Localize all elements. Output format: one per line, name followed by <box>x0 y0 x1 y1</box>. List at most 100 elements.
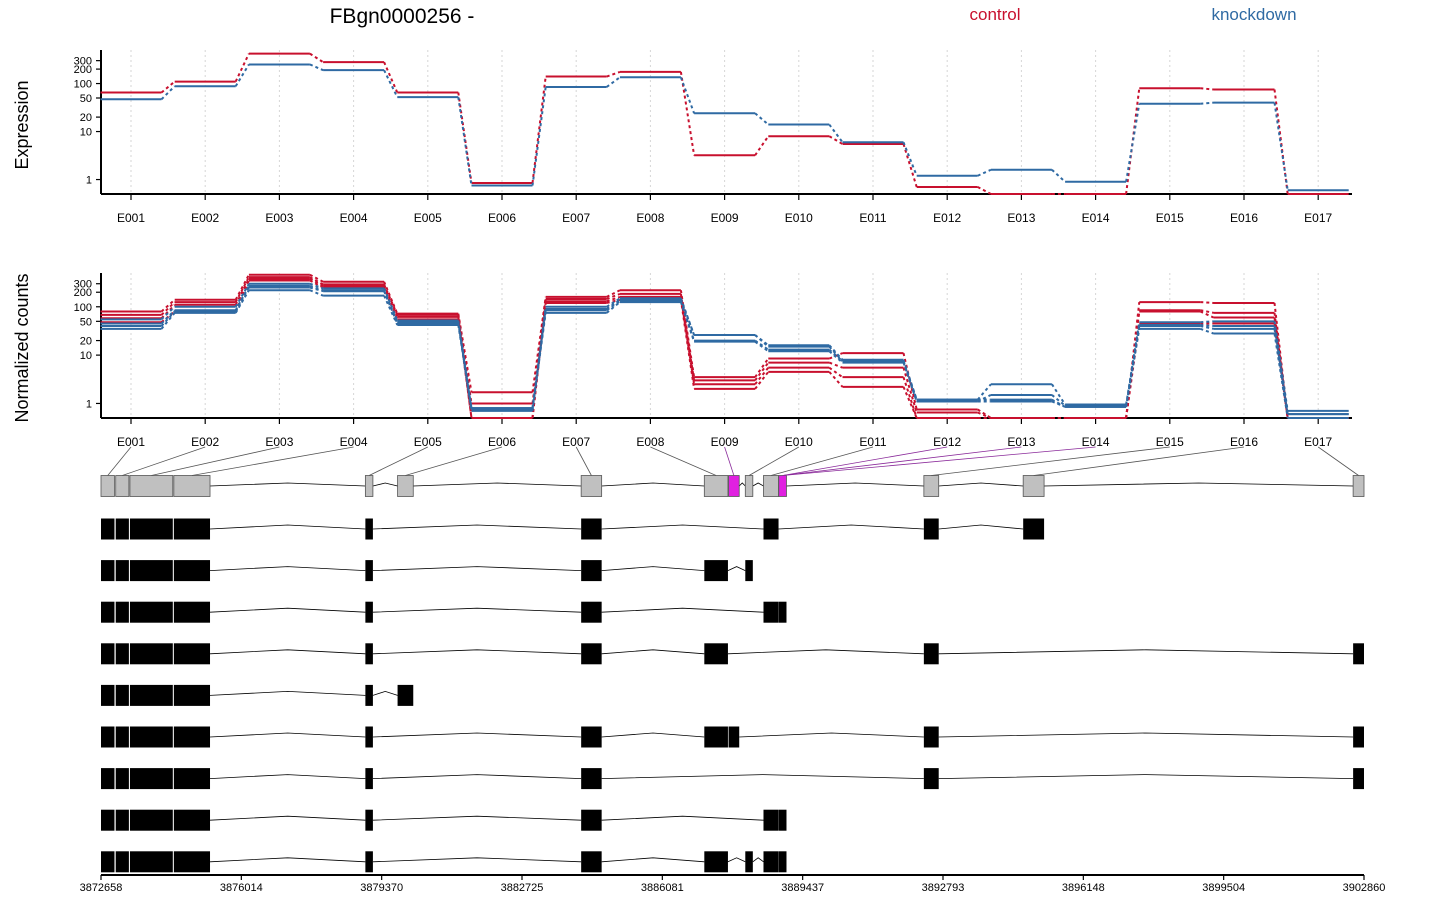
exon-box-E006 <box>397 475 414 497</box>
transcript-intron <box>372 774 582 779</box>
series-connector-knockdown <box>309 284 324 292</box>
transcript-exon <box>778 601 787 623</box>
transcript-exon <box>397 684 414 706</box>
series-connector-knockdown <box>309 282 324 290</box>
series-connector-control <box>902 352 918 410</box>
exon-box-E013 <box>923 475 940 497</box>
transcript-intron <box>372 566 582 571</box>
transcript-exon <box>365 601 373 623</box>
genomic-tick-label: 3886081 <box>641 882 684 894</box>
genomic-tick-label: 3899504 <box>1202 882 1245 894</box>
series-connector-control <box>606 292 621 300</box>
series-connector-knockdown <box>383 295 399 326</box>
series-connector-control <box>160 80 176 94</box>
y-tick-label: 1 <box>86 175 92 187</box>
transcript-exon <box>365 851 373 873</box>
transcript-intron <box>210 649 366 655</box>
exon-box-E009 <box>728 475 740 497</box>
series-connector-control <box>828 135 844 145</box>
series-connector-control <box>679 290 696 378</box>
series-connector-control <box>383 61 399 93</box>
transcript-exon <box>581 768 602 790</box>
transcript-exon <box>173 809 211 831</box>
series-connector-knockdown <box>1051 394 1066 407</box>
series-connector-control <box>828 366 844 378</box>
transcript-intron <box>372 815 582 821</box>
x-tick-label: E012 <box>933 211 961 225</box>
series-connector-knockdown <box>1200 320 1214 324</box>
exon-box-E005 <box>364 475 374 497</box>
exon-connector <box>650 446 717 476</box>
transcript-exon <box>778 851 787 873</box>
transcript-exon <box>129 684 173 706</box>
series-connector-knockdown <box>383 69 399 98</box>
transcript-exon <box>581 809 602 831</box>
exon-connector <box>724 446 735 476</box>
x-tick-label: E015 <box>1156 435 1184 449</box>
genomic-tick-label: 3889437 <box>781 882 824 894</box>
series-connector-knockdown <box>531 312 547 410</box>
x-tick-label: E009 <box>711 211 739 225</box>
transcript-exon <box>115 643 129 665</box>
x-tick-label: E005 <box>414 211 442 225</box>
series-connector-knockdown <box>977 168 992 177</box>
transcript-exon <box>115 809 129 831</box>
transcript-exon <box>101 643 115 665</box>
series-connector-control <box>234 278 250 306</box>
x-tick-label: E009 <box>711 435 739 449</box>
x-tick-label: E001 <box>117 211 145 225</box>
y-tick-label: 50 <box>80 93 92 105</box>
x-tick-label: E017 <box>1304 435 1332 449</box>
y-tick-label: 10 <box>80 350 92 362</box>
y-tick-label: 50 <box>80 316 92 328</box>
transcript-intron <box>601 774 924 779</box>
x-tick-label: E004 <box>340 211 368 225</box>
series-connector-control <box>234 274 250 301</box>
transcript-exon <box>129 851 173 873</box>
y-axis-label: Normalized counts <box>12 273 32 422</box>
exon-connector <box>782 446 1022 476</box>
transcript-exon <box>173 643 211 665</box>
transcript-intron <box>210 607 366 613</box>
series-connector-control <box>754 357 770 378</box>
series-connector-control <box>1125 88 1141 195</box>
exon-connector <box>122 446 206 476</box>
transcript-exon <box>115 560 129 582</box>
transcript-intron <box>601 566 705 571</box>
series-connector-control <box>977 411 992 419</box>
series-connector-control <box>1273 89 1289 195</box>
series-connector-control <box>754 371 770 390</box>
transcript-exon <box>1353 643 1364 665</box>
y-axis-label: Expression <box>12 80 32 169</box>
series-connector-control <box>679 296 696 385</box>
transcript-exon <box>101 768 115 790</box>
series-connector-control <box>1199 310 1214 319</box>
transcript-exon <box>923 518 939 540</box>
series-connector-control <box>606 295 621 303</box>
series-connector-knockdown <box>754 334 769 348</box>
series-connector-knockdown <box>234 63 250 87</box>
transcript-intron <box>372 607 582 613</box>
y-tick-label: 20 <box>80 112 92 124</box>
exon-connector <box>191 446 354 476</box>
intron-line <box>372 482 398 487</box>
transcript-exon <box>704 560 728 582</box>
x-tick-label: E007 <box>562 435 590 449</box>
x-tick-label: E003 <box>265 211 293 225</box>
series-connector-knockdown <box>457 323 473 409</box>
x-tick-label: E013 <box>1007 435 1035 449</box>
x-tick-label: E008 <box>636 435 664 449</box>
transcript-exon <box>101 851 115 873</box>
transcript-exon <box>728 726 740 748</box>
series-connector-control <box>977 408 992 419</box>
transcript-exon <box>745 851 753 873</box>
series-connector-control <box>606 289 621 298</box>
x-tick-label: E014 <box>1082 435 1110 449</box>
transcript-intron <box>739 732 924 738</box>
x-tick-label: E001 <box>117 435 145 449</box>
y-tick-label: 200 <box>74 64 92 76</box>
series-connector-knockdown <box>902 362 918 402</box>
transcript-intron <box>210 815 366 821</box>
transcript-exon <box>1353 726 1364 748</box>
